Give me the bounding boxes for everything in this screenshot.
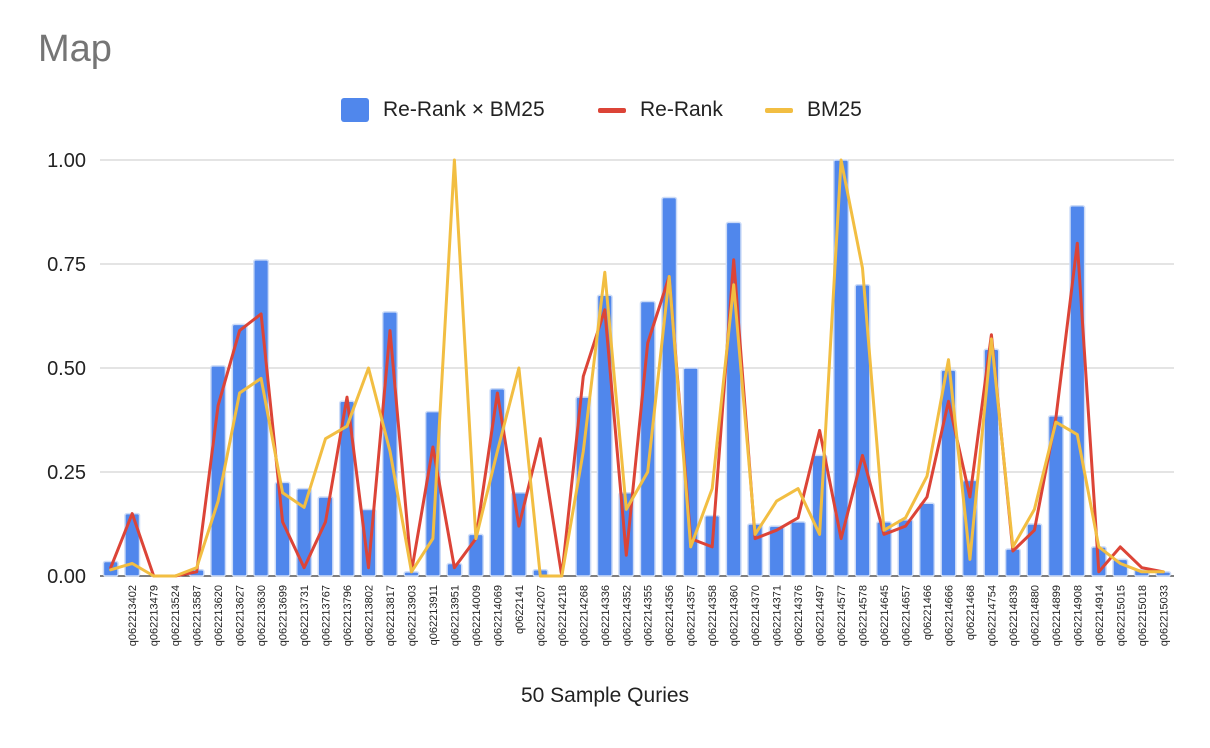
legend-item-rerank-bm25: Re-Rank × BM25 [341, 98, 545, 122]
x-tick-label: q06221468 [965, 585, 977, 640]
x-tick-label: q062214356 [664, 585, 676, 646]
x-tick-label: q062214069 [492, 585, 504, 646]
x-tick-label: q062213767 [321, 585, 333, 646]
legend-label: Re-Rank × BM25 [383, 98, 545, 121]
bar [897, 519, 914, 577]
x-tick-label: q062214207 [535, 585, 547, 646]
x-tick-label: q06221466 [922, 585, 934, 640]
x-tick-label: q062214645 [879, 585, 891, 646]
x-tick-label: q062214371 [772, 585, 784, 646]
x-tick-label: q062214360 [729, 585, 741, 646]
x-tick-label: q062213911 [428, 585, 440, 645]
x-tick-label: q062214899 [1051, 585, 1063, 646]
y-tick-label: 0.00 [47, 566, 86, 588]
legend-label: BM25 [807, 98, 862, 121]
x-tick-label: q062213731 [299, 585, 311, 646]
bar [231, 323, 248, 577]
x-tick-label: q062214218 [557, 585, 569, 646]
legend-swatch-bar [341, 98, 369, 122]
bar [274, 481, 291, 577]
x-tick-label: q062214336 [600, 585, 612, 646]
x-tick-label: q062213817 [385, 585, 397, 646]
x-tick-label: q062214376 [793, 585, 805, 646]
x-tick-label: q062214666 [943, 585, 955, 646]
bar [253, 259, 270, 577]
x-tick-label: q062215033 [1158, 585, 1170, 646]
x-tick-label: q062214352 [621, 585, 633, 646]
chart-legend: Re-Rank × BM25 Re-Rank BM25 [0, 98, 1210, 126]
x-tick-label: q0622141 [514, 585, 526, 634]
x-tick-label: q062213630 [256, 585, 268, 646]
x-tick-label: q062214009 [471, 585, 483, 646]
x-tick-label: q062213402 [127, 585, 139, 646]
bar [961, 479, 978, 577]
x-tick-label: q062213903 [406, 585, 418, 646]
bar [296, 487, 313, 577]
x-tick-label: q062214357 [686, 585, 698, 646]
x-tick-label: q062214657 [901, 585, 913, 646]
x-tick-label: q062214358 [707, 585, 719, 646]
x-tick-label: q062214908 [1072, 585, 1084, 646]
x-tick-label: q062213627 [235, 585, 247, 646]
x-tick-label: q062213479 [149, 585, 161, 646]
bar [790, 521, 807, 577]
x-tick-label: q062215015 [1115, 585, 1127, 646]
x-tick-label: q062213951 [449, 585, 461, 646]
series-line-bm25 [109, 158, 1165, 578]
bar [381, 311, 399, 577]
x-tick-label: q062215018 [1137, 585, 1149, 646]
x-tick-label: q062214754 [986, 585, 998, 646]
x-tick-label: q062214370 [750, 585, 762, 646]
x-tick-label: q062213587 [192, 585, 204, 646]
bar [661, 196, 678, 577]
y-tick-label: 0.25 [47, 462, 86, 484]
legend-item-rerank: Re-Rank [598, 98, 723, 122]
bar [317, 496, 334, 577]
y-tick-label: 0.75 [47, 254, 86, 276]
bar [918, 502, 936, 577]
bar [1004, 548, 1021, 577]
x-tick-label: q062214880 [1029, 585, 1041, 646]
legend-label: Re-Rank [640, 98, 723, 121]
legend-swatch-line [765, 107, 793, 113]
x-tick-label: q062213802 [364, 585, 376, 646]
x-tick-label: q062214268 [578, 585, 590, 646]
x-tick-label: q062214497 [815, 585, 827, 646]
legend-swatch-line [598, 107, 626, 113]
legend-item-bm25: BM25 [765, 98, 862, 122]
x-tick-label: q062213796 [342, 585, 354, 646]
bar [768, 525, 785, 577]
x-tick-label: q062214914 [1094, 585, 1106, 646]
y-tick-label: 0.50 [47, 358, 86, 380]
x-tick-label: q062213524 [170, 585, 182, 646]
y-tick-label: 1.00 [47, 150, 86, 172]
x-tick-label: q062213699 [278, 585, 290, 646]
x-tick-label: q062214577 [836, 585, 848, 646]
x-axis-label: 50 Sample Quries [520, 684, 690, 707]
x-tick-label: q062214578 [858, 585, 870, 646]
x-tick-label: q062213620 [213, 585, 225, 646]
x-tick-label: q062214839 [1008, 585, 1020, 646]
x-tick-label: q062214355 [643, 585, 655, 646]
chart-title: Map [38, 28, 112, 70]
